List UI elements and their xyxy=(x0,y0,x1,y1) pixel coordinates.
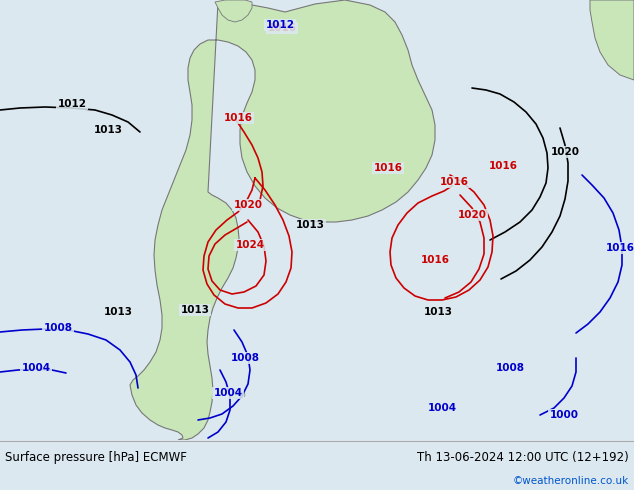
Text: 1004: 1004 xyxy=(22,363,51,373)
Ellipse shape xyxy=(231,392,245,398)
Text: 1013: 1013 xyxy=(424,307,453,317)
Text: ©weatheronline.co.uk: ©weatheronline.co.uk xyxy=(513,476,629,486)
Text: 1020: 1020 xyxy=(458,210,486,220)
Text: 1016: 1016 xyxy=(373,163,403,173)
Polygon shape xyxy=(130,0,435,440)
Text: 1013: 1013 xyxy=(181,305,209,315)
Text: 1013: 1013 xyxy=(103,307,133,317)
Text: 1016: 1016 xyxy=(439,177,469,187)
Text: 1016: 1016 xyxy=(489,161,517,171)
Text: 1004: 1004 xyxy=(427,403,456,413)
Text: 1013: 1013 xyxy=(295,220,325,230)
Text: 1024: 1024 xyxy=(235,240,264,250)
Text: 1012: 1012 xyxy=(58,99,86,109)
Text: Surface pressure [hPa] ECMWF: Surface pressure [hPa] ECMWF xyxy=(5,451,187,464)
Text: 1020: 1020 xyxy=(550,147,579,157)
Text: Th 13-06-2024 12:00 UTC (12+192): Th 13-06-2024 12:00 UTC (12+192) xyxy=(417,451,629,464)
Text: 1012: 1012 xyxy=(266,20,295,30)
Polygon shape xyxy=(215,0,252,22)
Text: 1016: 1016 xyxy=(420,255,450,265)
Polygon shape xyxy=(590,0,634,80)
Text: 1008: 1008 xyxy=(44,323,72,333)
Text: 1004: 1004 xyxy=(214,388,243,398)
Text: 1008: 1008 xyxy=(231,353,259,363)
Text: 1000: 1000 xyxy=(550,410,578,420)
Text: 1016: 1016 xyxy=(224,113,252,123)
Text: 1013: 1013 xyxy=(93,125,122,135)
Text: 1008: 1008 xyxy=(496,363,524,373)
Text: 1016: 1016 xyxy=(268,23,297,33)
Text: 1020: 1020 xyxy=(233,200,262,210)
Text: 1016: 1016 xyxy=(605,243,634,253)
